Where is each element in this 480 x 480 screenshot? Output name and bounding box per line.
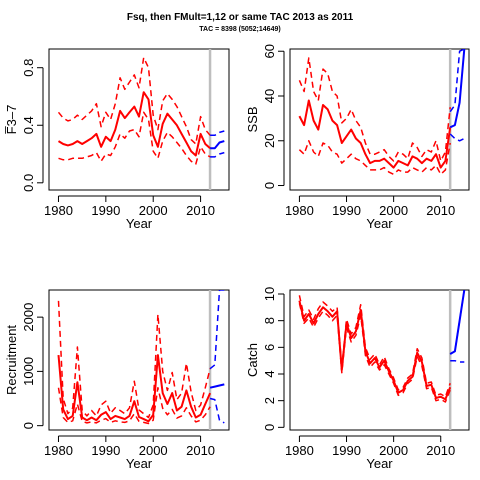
y-axis-label: Catch [245, 343, 260, 377]
projection-upper-line [210, 130, 225, 137]
plot-area [57, 49, 225, 190]
y-tick-label: 0 [21, 422, 36, 429]
y-axis-label: Recruitment [4, 325, 19, 395]
projection-lower-line [449, 133, 465, 142]
x-tick-label: 1990 [332, 443, 361, 458]
history-upper-line [298, 57, 451, 162]
x-tick-label: 1990 [91, 203, 120, 218]
panel-fbar: 1980 1990 2000 2010 Year 0.0 0.4 0.8 F̅3–7 [4, 48, 230, 231]
y-tick-label: 6 [262, 344, 277, 351]
y-tick-label: 0.0 [21, 174, 36, 192]
y-tick-label: 8 [262, 317, 277, 324]
x-tick-label: 2010 [186, 443, 215, 458]
history-median-line [298, 99, 452, 169]
plot-frame [289, 289, 470, 431]
y-tick-label: 4 [262, 370, 277, 377]
x-tick-label: 2000 [139, 203, 168, 218]
plot-frame [48, 48, 230, 191]
y-tick-label: 0 [262, 424, 277, 431]
history-upper-line [57, 300, 211, 419]
history-lower-line [298, 303, 451, 403]
projection-median-line [449, 290, 466, 355]
projection-lower-line [210, 151, 225, 158]
history-upper-line [298, 295, 451, 398]
x-tick-label: 2010 [426, 203, 455, 218]
x-tick-label: 2010 [426, 443, 455, 458]
x-tick-label: 2010 [186, 203, 215, 218]
x-axis-label: Year [126, 456, 153, 471]
projection-upper-line [449, 49, 465, 113]
projection-median-line [210, 140, 225, 150]
history-lower-line [57, 386, 211, 425]
x-axis-label: Year [366, 216, 393, 231]
x-axis-label: Year [126, 216, 153, 231]
x-tick-label: 1980 [285, 443, 314, 458]
y-axis-label: F̅3–7 [4, 105, 19, 135]
y-tick-label: 0.8 [21, 59, 36, 77]
projection-upper-line [209, 290, 225, 370]
plot-area [298, 290, 466, 430]
plot-frame [289, 48, 470, 191]
x-tick-label: 1980 [44, 203, 73, 218]
figure-subtitle: TAC = 8398 (5052;14649) [199, 26, 280, 33]
y-tick-label: 0 [262, 182, 277, 189]
x-tick-label: 1990 [332, 203, 361, 218]
history-median-line [57, 91, 211, 157]
history-median-line [57, 354, 212, 423]
projection-lower-line [450, 359, 465, 363]
history-median-line [298, 300, 452, 401]
y-tick-label: 40 [262, 89, 277, 103]
y-tick-label: 60 [262, 44, 277, 58]
x-tick-label: 1980 [44, 443, 73, 458]
history-lower-line [58, 111, 211, 165]
y-tick-label: 2 [262, 397, 277, 404]
y-tick-label: 2000 [21, 303, 36, 332]
panel-ssb: 1980 1990 2000 2010 Year 0 20 40 60 SSB [245, 44, 470, 231]
y-axis-label: SSB [245, 106, 260, 132]
history-upper-line [57, 56, 211, 145]
figure-title: Fsq, then FMult=1,12 or same TAC 2013 as… [127, 12, 354, 23]
x-tick-label: 1980 [285, 203, 314, 218]
x-axis-label: Year [366, 456, 393, 471]
y-tick-label: 0.4 [21, 116, 36, 134]
y-tick-label: 20 [262, 134, 277, 148]
panel-catch: 1980 1990 2000 2010 Year 0 2 4 6 8 10 Catch [245, 287, 470, 471]
history-lower-line [298, 140, 451, 176]
projection-median-line [449, 49, 466, 129]
plot-area [57, 290, 225, 430]
projection-lower-line [209, 397, 225, 424]
y-tick-label: 1000 [21, 357, 36, 386]
x-tick-label: 2000 [139, 443, 168, 458]
x-tick-label: 2000 [379, 203, 408, 218]
x-tick-label: 1990 [91, 443, 120, 458]
plot-frame [48, 289, 230, 431]
plot-area [298, 49, 466, 190]
projection-median-line [209, 383, 225, 389]
y-tick-label: 10 [262, 287, 277, 301]
x-tick-label: 2000 [379, 443, 408, 458]
